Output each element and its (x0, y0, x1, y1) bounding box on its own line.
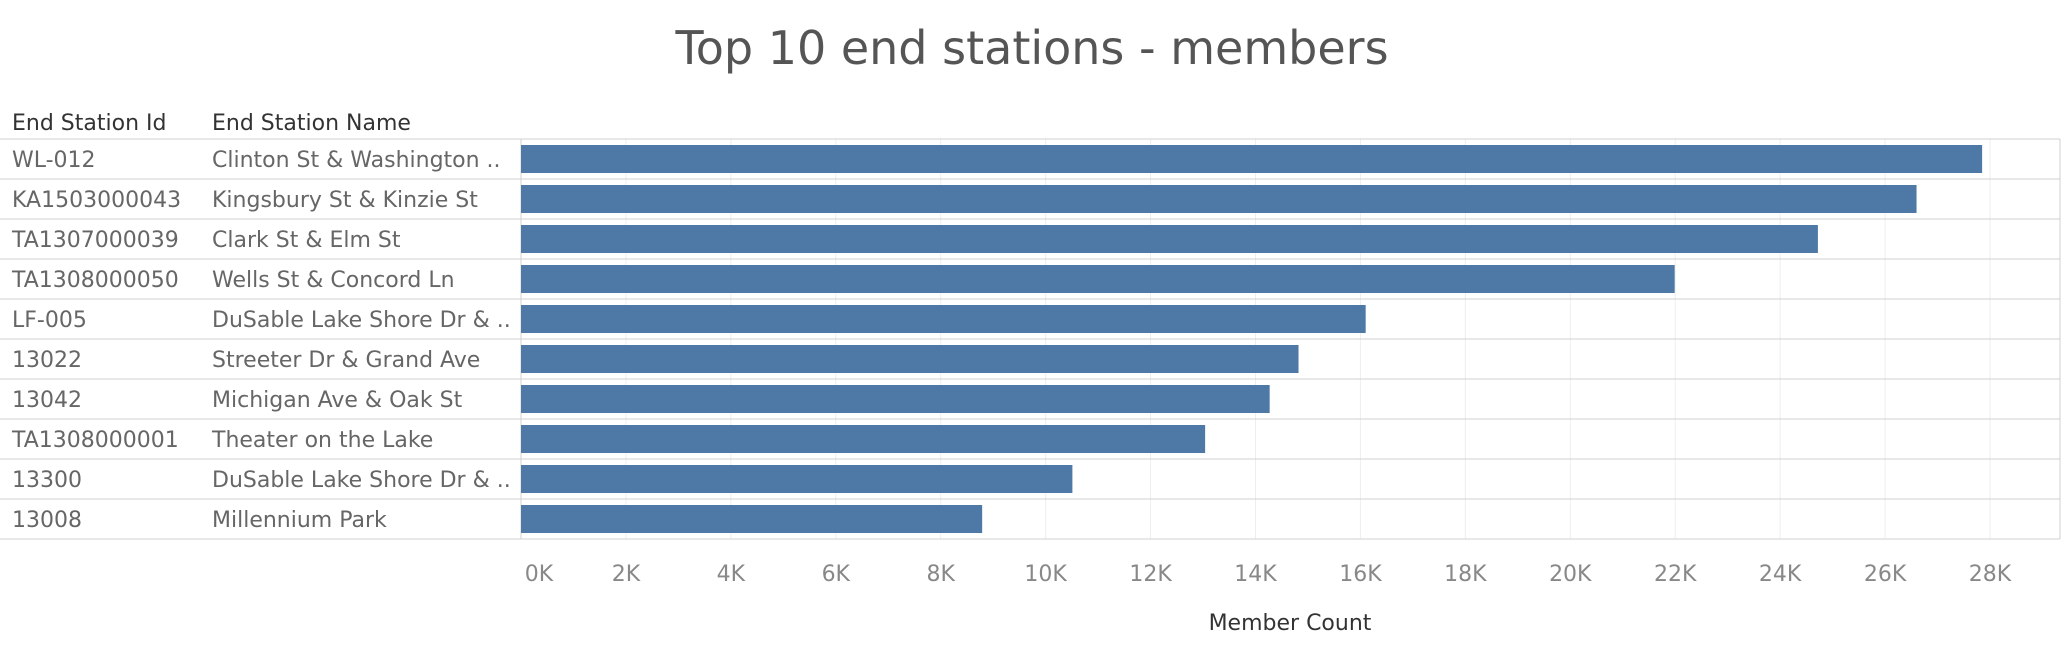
station-name-cell: Clark St & Elm St (212, 228, 401, 253)
x-tick-label: 26K (1864, 562, 1907, 587)
bar (521, 225, 1818, 253)
station-name-cell: DuSable Lake Shore Dr & .. (212, 308, 511, 333)
table-rows: WL-012 Clinton St & Washington .. KA150300… (0, 138, 2060, 540)
x-axis-ticks: 0K 2K 4K 6K 8K 10K 12K 14K 16K 18K 20K 22K 24K 26K 28K (525, 562, 2012, 587)
station-name-cell: Theater on the Lake (211, 428, 433, 453)
bar (521, 145, 1983, 173)
station-id-cell: TA1308000050 (11, 268, 179, 293)
bar (521, 305, 1366, 333)
bar (521, 505, 983, 533)
bar (521, 465, 1073, 493)
x-tick-label: 8K (926, 562, 955, 587)
x-tick-label: 28K (1969, 562, 2012, 587)
bar (521, 425, 1206, 453)
bars (521, 145, 1983, 533)
station-name-cell: DuSable Lake Shore Dr & .. (212, 468, 511, 493)
x-tick-label: 14K (1234, 562, 1277, 587)
bar (521, 385, 1270, 413)
station-name-cell: Wells St & Concord Ln (212, 268, 455, 293)
x-tick-label: 10K (1024, 562, 1067, 587)
station-name-cell: Millennium Park (212, 508, 387, 533)
station-name-cell: Kingsbury St & Kinzie St (212, 188, 478, 213)
chart-title: Top 10 end stations - members (674, 21, 1388, 75)
column-header-id: End Station Id (12, 111, 166, 136)
station-id-cell: KA1503000043 (12, 188, 181, 213)
x-tick-label: 20K (1549, 562, 1592, 587)
station-id-cell: 13300 (12, 468, 82, 493)
column-header-name: End Station Name (212, 111, 411, 136)
station-id-cell: 13042 (12, 388, 82, 413)
station-id-cell: TA1308000001 (11, 428, 179, 453)
x-tick-label: 4K (717, 562, 746, 587)
station-id-cell: 13008 (12, 508, 82, 533)
station-name-cell: Michigan Ave & Oak St (212, 388, 463, 413)
x-tick-label: 22K (1654, 562, 1697, 587)
x-tick-label: 12K (1129, 562, 1172, 587)
x-tick-label: 2K (612, 562, 641, 587)
station-id-cell: LF-005 (12, 308, 87, 333)
station-name-cell: Streeter Dr & Grand Ave (212, 348, 480, 373)
x-axis-title: Member Count (1209, 611, 1372, 636)
x-tick-label: 24K (1759, 562, 1802, 587)
x-tick-label: 16K (1339, 562, 1382, 587)
station-id-cell: TA1307000039 (11, 228, 179, 253)
x-tick-label: 18K (1444, 562, 1487, 587)
bar (521, 185, 1917, 213)
station-id-cell: 13022 (12, 348, 82, 373)
bar (521, 345, 1299, 373)
x-tick-label: 6K (822, 562, 851, 587)
bar (521, 265, 1675, 293)
station-name-cell: Clinton St & Washington .. (212, 148, 501, 173)
x-tick-label: 0K (525, 562, 554, 587)
station-id-cell: WL-012 (12, 148, 96, 173)
